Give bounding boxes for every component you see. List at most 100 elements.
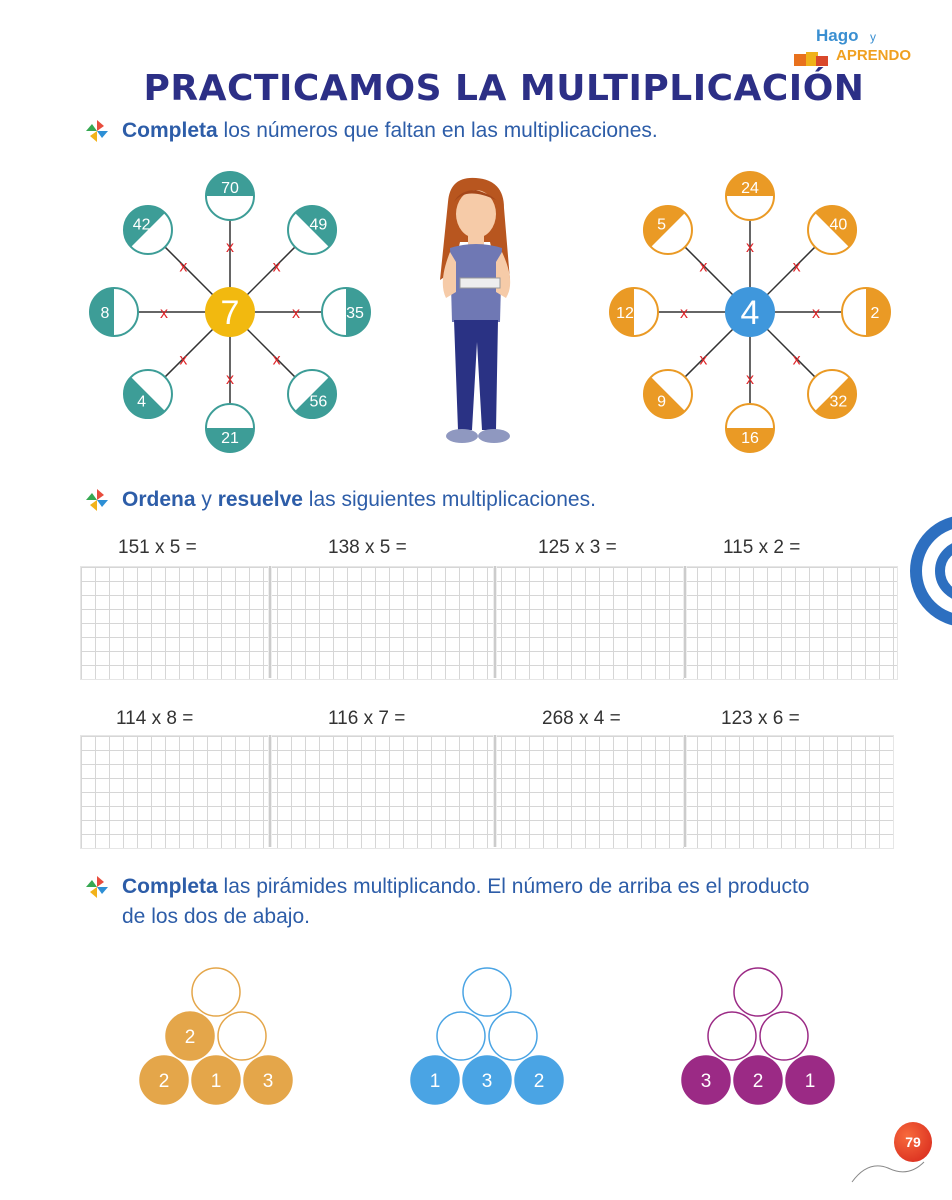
times-sign: x (273, 352, 281, 369)
svg-text:16: 16 (741, 430, 759, 447)
pyramid-circle[interactable] (488, 1011, 538, 1061)
wheel-spoke-circle[interactable]: 9 (642, 369, 693, 420)
operation: 116 x 7 = (328, 708, 406, 729)
times-sign: x (793, 352, 801, 369)
times-sign: x (812, 305, 820, 322)
wheel-spoke-circle[interactable]: 16 (725, 403, 775, 453)
svg-text:3: 3 (263, 1071, 274, 1092)
wheel-spoke-circle[interactable]: 24 (725, 171, 775, 221)
fold-divider (493, 735, 497, 847)
fold-divider (683, 566, 687, 678)
svg-text:9: 9 (657, 393, 666, 410)
svg-text:1: 1 (430, 1071, 441, 1092)
pyramid-circle[interactable] (191, 967, 241, 1017)
times-sign: x (680, 305, 688, 322)
times-sign: x (746, 371, 754, 388)
logo-y: y (870, 30, 876, 44)
pinwheel-icon (86, 120, 108, 142)
pyramid-circle: 1 (191, 1055, 241, 1105)
multiplication-wheels: x 70 x 49 x 35 x 56 x 21 x 4 x 8 x 42 7 x 24 x 40 x 2 x 32 x 16 x 9 x… (89, 171, 891, 453)
fold-divider (268, 566, 272, 678)
pyramid-circle[interactable] (436, 1011, 486, 1061)
times-sign: x (746, 239, 754, 256)
wheel-spoke-circle[interactable]: 2 (841, 287, 891, 337)
answer-grid-row2[interactable] (80, 735, 894, 849)
instruction-3: Completa las pirámides multiplicando. El… (86, 872, 809, 932)
operation: 138 x 5 = (328, 537, 407, 558)
times-sign: x (179, 352, 187, 369)
operation: 123 x 6 = (721, 708, 800, 729)
svg-text:3: 3 (701, 1071, 712, 1092)
svg-text:2: 2 (159, 1071, 170, 1092)
wheel-spoke-circle[interactable]: 4 (122, 369, 173, 420)
operation: 268 x 4 = (542, 708, 621, 729)
times-sign: x (179, 258, 187, 275)
multiplication-pyramids: 2 2 1 3 1 3 2 3 2 1 (139, 967, 835, 1105)
pyramid-circle[interactable] (707, 1011, 757, 1061)
wheel-spoke-circle[interactable]: 35 (321, 287, 371, 337)
times-sign: x (273, 258, 281, 275)
wheel-spoke-circle[interactable]: 42 (122, 204, 173, 255)
operation: 114 x 8 = (116, 708, 194, 729)
answer-grid-row1[interactable] (80, 566, 898, 680)
svg-text:56: 56 (309, 393, 327, 410)
pyramid-circle: 1 (785, 1055, 835, 1105)
wheel-spoke-circle[interactable]: 40 (807, 204, 858, 255)
logo-aprendo: APRENDO (836, 47, 912, 64)
svg-text:35: 35 (346, 305, 364, 322)
pyramid-circle[interactable] (759, 1011, 809, 1061)
svg-text:2: 2 (534, 1071, 545, 1092)
wheel-spoke-circle[interactable]: 32 (807, 369, 858, 420)
times-sign: x (292, 305, 300, 322)
pyramid-circle: 3 (681, 1055, 731, 1105)
fold-divider (683, 735, 687, 847)
svg-text:42: 42 (133, 217, 151, 234)
wheel-center (725, 287, 775, 337)
pyramid-circle: 1 (410, 1055, 460, 1105)
svg-text:40: 40 (829, 217, 847, 234)
logo-books-icon (794, 52, 828, 66)
pyramid-circle: 2 (139, 1055, 189, 1105)
svg-text:2: 2 (753, 1071, 764, 1092)
pyramid-circle[interactable] (217, 1011, 267, 1061)
times-sign: x (160, 305, 168, 322)
svg-text:24: 24 (741, 180, 759, 197)
svg-text:5: 5 (657, 217, 666, 234)
pyramid-circle[interactable] (733, 967, 783, 1017)
wheel-spoke-circle[interactable]: 21 (205, 403, 255, 453)
wheel-center-number: 4 (741, 294, 760, 332)
wheel-center-number: 7 (221, 294, 240, 332)
wheel-spoke-circle[interactable]: 5 (642, 204, 693, 255)
times-sign: x (699, 258, 707, 275)
pyramid-circle: 2 (514, 1055, 564, 1105)
times-sign: x (793, 258, 801, 275)
operation: 125 x 3 = (538, 537, 617, 558)
wheel-spoke-circle[interactable]: 8 (89, 287, 139, 337)
pinwheel-icon (86, 876, 108, 898)
svg-text:1: 1 (805, 1071, 816, 1092)
svg-text:8: 8 (101, 305, 110, 322)
operation: 115 x 2 = (723, 537, 801, 558)
svg-text:49: 49 (309, 217, 327, 234)
svg-text:4: 4 (137, 393, 146, 410)
wheel-spoke-circle[interactable]: 12 (609, 287, 659, 337)
svg-text:12: 12 (616, 305, 634, 322)
pinwheel-icon (86, 489, 108, 511)
pyramid-circle[interactable] (462, 967, 512, 1017)
side-tab-decoration (910, 516, 952, 626)
instruction-2: Ordena y resuelve las siguientes multipl… (86, 485, 596, 515)
logo-hago: Hago (816, 26, 859, 45)
wheel-spoke-circle[interactable]: 49 (287, 204, 338, 255)
wheel-spoke-circle[interactable]: 70 (205, 171, 255, 221)
page-title: PRACTICAMOS LA MULTIPLICACIÓN (143, 68, 865, 109)
fold-divider (268, 735, 272, 847)
balloon-string (851, 1161, 925, 1183)
wheel-spoke-circle[interactable]: 56 (287, 369, 338, 420)
times-sign: x (226, 371, 234, 388)
instruction-1: Completa los números que faltan en las m… (86, 116, 658, 146)
times-sign: x (699, 352, 707, 369)
svg-text:21: 21 (221, 430, 239, 447)
girl-illustration (440, 177, 511, 443)
pyramid-circle: 3 (462, 1055, 512, 1105)
svg-text:32: 32 (829, 393, 847, 410)
